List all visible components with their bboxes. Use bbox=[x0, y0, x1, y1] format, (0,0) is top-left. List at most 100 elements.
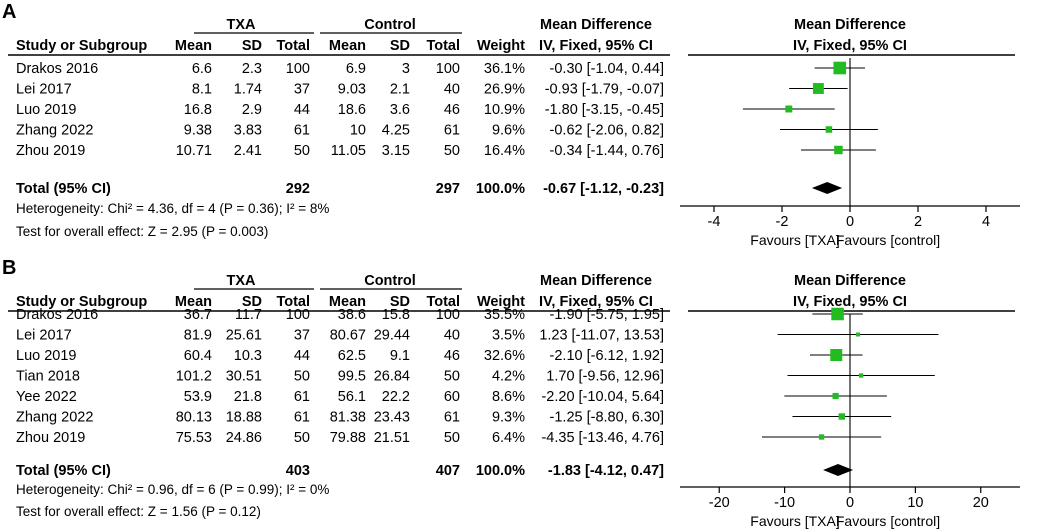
txa-total-value: 100 bbox=[286, 61, 310, 77]
overall-effect-stat: Test for overall effect: Z = 2.95 (P = 0… bbox=[16, 224, 268, 239]
treatment-group-header: TXA bbox=[227, 17, 257, 33]
txa-total-value: 37 bbox=[294, 328, 310, 344]
study-name: Zhou 2019 bbox=[16, 143, 85, 159]
txa-mean-value: 6.6 bbox=[192, 61, 212, 77]
control-group-header: Control bbox=[364, 17, 416, 33]
ci-value: -0.93 [-1.79, -0.07] bbox=[545, 82, 664, 98]
point-estimate-marker bbox=[830, 349, 843, 361]
txa-total-value: 61 bbox=[294, 123, 310, 139]
control-sd-value: 26.84 bbox=[374, 369, 410, 385]
txa-mean-value: 16.8 bbox=[184, 102, 212, 118]
point-estimate-marker bbox=[833, 61, 847, 75]
study-name: Luo 2019 bbox=[16, 348, 76, 364]
x-tick-label: -4 bbox=[708, 214, 721, 230]
ci-method-header: IV, Fixed, 95% CI bbox=[539, 294, 653, 310]
control-total-value: 50 bbox=[444, 430, 460, 446]
x-tick-label: 4 bbox=[982, 214, 990, 230]
control-total-header: Total bbox=[426, 38, 460, 54]
control-mean-value: 81.38 bbox=[330, 410, 366, 426]
weight-value: 36.1% bbox=[484, 61, 525, 77]
control-total-value: 61 bbox=[444, 123, 460, 139]
mean-difference-header: Mean Difference bbox=[540, 17, 652, 33]
txa-mean-value: 101.2 bbox=[176, 369, 212, 385]
txa-sd-value: 1.74 bbox=[234, 82, 262, 98]
control-mean-value: 38.6 bbox=[338, 307, 366, 323]
control-sd-value: 2.1 bbox=[390, 82, 410, 98]
txa-total-value: 50 bbox=[294, 369, 310, 385]
control-sd-value: 4.25 bbox=[382, 123, 410, 139]
total-label: Total (95% CI) bbox=[16, 463, 111, 479]
control-mean-value: 9.03 bbox=[338, 82, 366, 98]
control-total-value: 40 bbox=[444, 328, 460, 344]
study-name: Tian 2018 bbox=[16, 369, 80, 385]
control-sd-value: 9.1 bbox=[390, 348, 410, 364]
weight-value: 8.6% bbox=[492, 389, 525, 405]
favours-control-label: Favours [control] bbox=[836, 513, 940, 529]
txa-sd-value: 2.3 bbox=[242, 61, 262, 77]
heterogeneity-stat: Heterogeneity: Chi² = 0.96, df = 6 (P = … bbox=[16, 482, 329, 497]
control-mean-header: Mean bbox=[329, 294, 366, 310]
x-tick-label: 0 bbox=[846, 495, 854, 511]
plot-mean-difference-header: Mean Difference bbox=[794, 17, 906, 33]
control-sd-header: SD bbox=[390, 294, 410, 310]
control-total-value: 100 bbox=[436, 307, 460, 323]
txa-mean-header: Mean bbox=[175, 294, 212, 310]
control-sd-value: 3.15 bbox=[382, 143, 410, 159]
x-tick-label: -20 bbox=[709, 495, 730, 511]
overall-effect-stat: Test for overall effect: Z = 1.56 (P = 0… bbox=[16, 504, 261, 519]
weight-value: 26.9% bbox=[484, 82, 525, 98]
x-tick-label: -2 bbox=[776, 214, 789, 230]
txa-mean-value: 53.9 bbox=[184, 389, 212, 405]
total-weight: 100.0% bbox=[476, 181, 525, 197]
txa-mean-value: 10.71 bbox=[176, 143, 212, 159]
txa-sd-value: 2.9 bbox=[242, 102, 262, 118]
weight-value: 32.6% bbox=[484, 348, 525, 364]
control-mean-value: 11.05 bbox=[331, 143, 366, 159]
txa-total-sum: 292 bbox=[286, 181, 310, 197]
weight-value: 4.2% bbox=[492, 369, 525, 385]
control-mean-value: 99.5 bbox=[338, 369, 366, 385]
plot-mean-difference-header: Mean Difference bbox=[794, 273, 906, 289]
control-sd-value: 22.2 bbox=[382, 389, 410, 405]
txa-total-header: Total bbox=[276, 38, 310, 54]
ci-value: -1.25 [-8.80, 6.30] bbox=[550, 410, 664, 426]
txa-sd-value: 10.3 bbox=[234, 348, 262, 364]
control-mean-value: 10 bbox=[350, 123, 366, 139]
control-mean-value: 62.5 bbox=[338, 348, 366, 364]
ci-value: -0.34 [-1.44, 0.76] bbox=[550, 143, 664, 159]
study-column-header: Study or Subgroup bbox=[16, 38, 147, 54]
control-total-value: 46 bbox=[444, 102, 460, 118]
total-weight: 100.0% bbox=[476, 463, 525, 479]
mean-difference-header: Mean Difference bbox=[540, 273, 652, 289]
txa-mean-value: 80.13 bbox=[176, 410, 212, 426]
weight-value: 3.5% bbox=[492, 328, 525, 344]
control-sd-value: 23.43 bbox=[374, 410, 410, 426]
table-row: Luo 2019 16.8 2.9 44 18.6 3.6 46 10.9% -1.80 [-3… bbox=[16, 102, 835, 118]
point-estimate-marker bbox=[832, 392, 839, 400]
panel-label: B bbox=[2, 257, 16, 279]
control-total-sum: 407 bbox=[436, 463, 460, 479]
txa-total-value: 44 bbox=[294, 348, 310, 364]
txa-total-header: Total bbox=[276, 294, 310, 310]
ci-value: -2.10 [-6.12, 1.92] bbox=[550, 348, 664, 364]
weight-value: 6.4% bbox=[492, 430, 525, 446]
study-name: Luo 2019 bbox=[16, 102, 76, 118]
weight-header: Weight bbox=[477, 294, 525, 310]
control-total-value: 40 bbox=[444, 82, 460, 98]
txa-mean-value: 81.9 bbox=[184, 328, 212, 344]
study-name: Drakos 2016 bbox=[16, 61, 98, 77]
favours-txa-label: Favours [TXA] bbox=[750, 232, 839, 248]
txa-total-value: 100 bbox=[286, 307, 310, 323]
pooled-effect-diamond bbox=[823, 464, 854, 476]
control-group-header: Control bbox=[364, 273, 416, 289]
control-mean-value: 56.1 bbox=[338, 389, 366, 405]
ci-value: -1.80 [-3.15, -0.45] bbox=[545, 102, 664, 118]
weight-value: 16.4% bbox=[484, 143, 525, 159]
txa-sd-value: 30.51 bbox=[226, 369, 262, 385]
txa-sd-value: 11.7 bbox=[235, 307, 262, 323]
control-sd-value: 21.51 bbox=[374, 430, 410, 446]
table-row: Drakos 2016 36.7 11.7 100 38.6 15.8 100 35.5% -1… bbox=[16, 307, 863, 323]
txa-total-value: 61 bbox=[294, 389, 310, 405]
control-mean-value: 80.67 bbox=[330, 328, 366, 344]
txa-total-value: 44 bbox=[294, 102, 310, 118]
